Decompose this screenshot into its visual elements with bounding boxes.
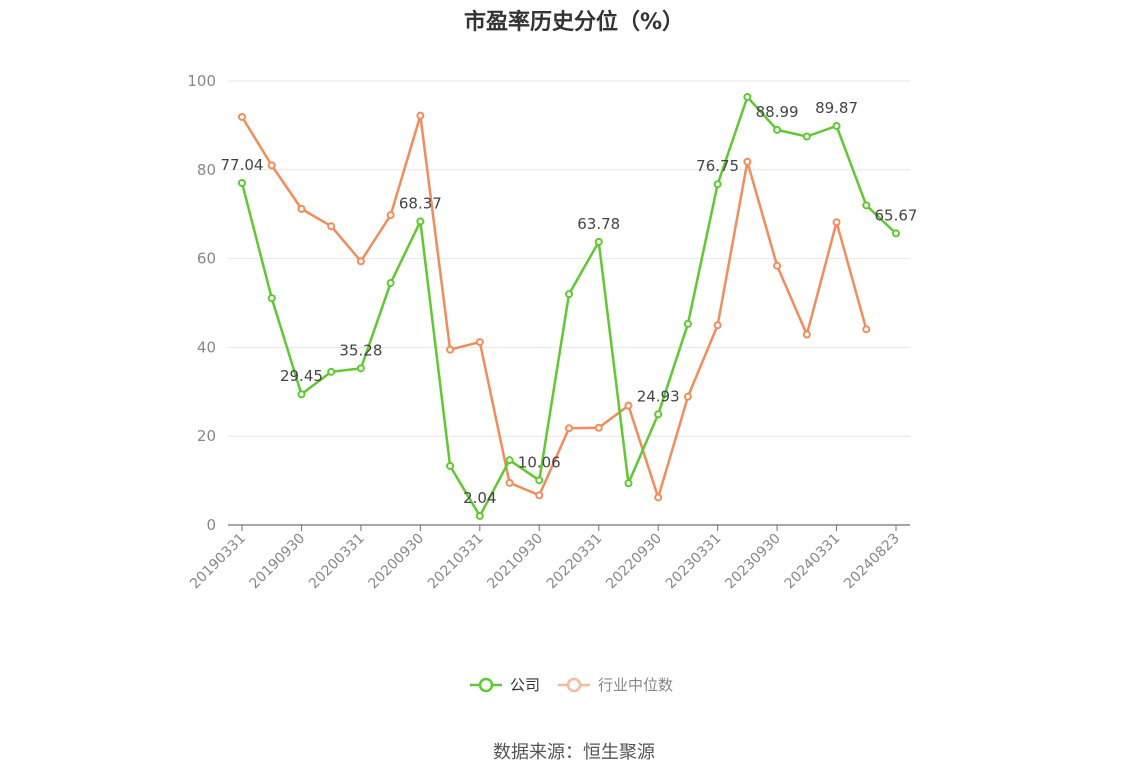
data-labels: 77.04 29.45 35.28 68.37 2.04 10.06 63.78 24.93 7… <box>221 99 918 507</box>
y-tick-label: 0 <box>206 516 216 534</box>
x-tick-label: 20190930 <box>247 531 309 593</box>
data-point[interactable] <box>892 229 900 238</box>
legend-marker-icon <box>566 677 582 693</box>
legend[interactable]: 公司 行业中位数 <box>470 676 673 694</box>
data-label: 35.28 <box>339 341 382 359</box>
data-point[interactable] <box>267 294 276 303</box>
data-point[interactable] <box>654 410 663 419</box>
data-point[interactable] <box>356 364 365 373</box>
data-point[interactable] <box>862 201 871 210</box>
data-point[interactable] <box>535 491 544 500</box>
data-point[interactable] <box>386 279 395 288</box>
series-lines <box>238 92 900 520</box>
data-point[interactable] <box>238 178 246 187</box>
x-tick-label: 20230331 <box>663 531 725 593</box>
data-point[interactable] <box>386 211 395 220</box>
legend-label: 行业中位数 <box>598 676 673 694</box>
data-point[interactable] <box>297 390 306 399</box>
data-point[interactable] <box>267 161 276 170</box>
data-point[interactable] <box>713 180 722 189</box>
data-point[interactable] <box>624 479 633 488</box>
data-point[interactable] <box>683 319 692 328</box>
data-point[interactable] <box>475 338 484 347</box>
data-label: 63.78 <box>577 215 620 233</box>
series-line-1 <box>240 114 868 499</box>
series-line-0 <box>240 95 897 518</box>
legend-item-0[interactable]: 公司 <box>470 676 540 694</box>
y-tick-label: 80 <box>197 161 216 179</box>
x-tick-label: 20190331 <box>187 531 249 593</box>
data-label: 24.93 <box>637 387 680 405</box>
data-label: 77.04 <box>221 156 264 174</box>
legend-label: 公司 <box>510 676 540 694</box>
data-label: 2.04 <box>463 489 496 507</box>
data-point[interactable] <box>654 493 663 502</box>
data-point[interactable] <box>802 132 811 141</box>
data-point[interactable] <box>297 204 306 213</box>
data-point[interactable] <box>446 461 455 470</box>
y-tick-label: 20 <box>197 427 216 445</box>
x-tick-label: 20210331 <box>425 531 487 593</box>
data-point[interactable] <box>565 424 573 433</box>
data-point[interactable] <box>505 478 514 487</box>
grid-lines <box>228 80 910 437</box>
data-point[interactable] <box>238 112 246 121</box>
data-point[interactable] <box>475 511 484 520</box>
y-tick-label: 100 <box>187 72 216 90</box>
y-tick-label: 60 <box>197 250 216 268</box>
data-point[interactable] <box>594 237 603 246</box>
x-tick-label: 20200930 <box>365 531 427 593</box>
data-point[interactable] <box>832 121 841 130</box>
x-tick-label: 20210930 <box>484 531 546 593</box>
data-point[interactable] <box>565 290 573 299</box>
x-tick-label: 20240331 <box>782 531 844 593</box>
data-point[interactable] <box>446 345 455 354</box>
data-point[interactable] <box>743 157 752 166</box>
data-point[interactable] <box>416 111 425 120</box>
y-tick-labels: 0 20 40 60 80 100 <box>187 72 216 534</box>
data-label: 10.06 <box>518 453 561 471</box>
data-point[interactable] <box>327 367 336 376</box>
data-point[interactable] <box>356 257 365 266</box>
data-point[interactable] <box>802 330 811 339</box>
data-label: 29.45 <box>280 367 323 385</box>
x-tick-label: 20230930 <box>722 531 784 593</box>
data-source: 数据来源：恒生聚源 <box>493 742 655 763</box>
data-label: 89.87 <box>815 99 858 117</box>
data-point[interactable] <box>713 321 722 330</box>
x-tick-label: 20200331 <box>306 531 368 593</box>
data-point[interactable] <box>535 476 544 485</box>
data-point[interactable] <box>743 92 752 101</box>
data-point[interactable] <box>327 222 336 231</box>
chart-title: 市盈率历史分位（%） <box>463 10 685 35</box>
legend-marker-icon <box>478 677 494 693</box>
x-tick-labels: 2019033120190930202003312020093020210331… <box>187 531 903 593</box>
data-point[interactable] <box>832 218 841 227</box>
data-point[interactable] <box>505 456 514 465</box>
data-label: 76.75 <box>696 157 739 175</box>
axes <box>228 524 910 531</box>
legend-item-1[interactable]: 行业中位数 <box>558 676 673 694</box>
x-tick-label: 20220930 <box>603 531 665 593</box>
x-tick-label: 20220331 <box>544 531 606 593</box>
data-label: 68.37 <box>399 194 442 212</box>
data-label: 65.67 <box>875 206 918 224</box>
x-tick-label: 20240823 <box>841 531 903 593</box>
data-point[interactable] <box>683 392 692 401</box>
data-point[interactable] <box>624 401 633 410</box>
data-point[interactable] <box>416 217 425 226</box>
data-point[interactable] <box>773 125 782 134</box>
data-label: 88.99 <box>756 103 799 121</box>
y-tick-label: 40 <box>197 338 216 356</box>
data-point[interactable] <box>594 423 603 432</box>
data-point[interactable] <box>773 261 782 270</box>
data-point[interactable] <box>862 325 871 334</box>
